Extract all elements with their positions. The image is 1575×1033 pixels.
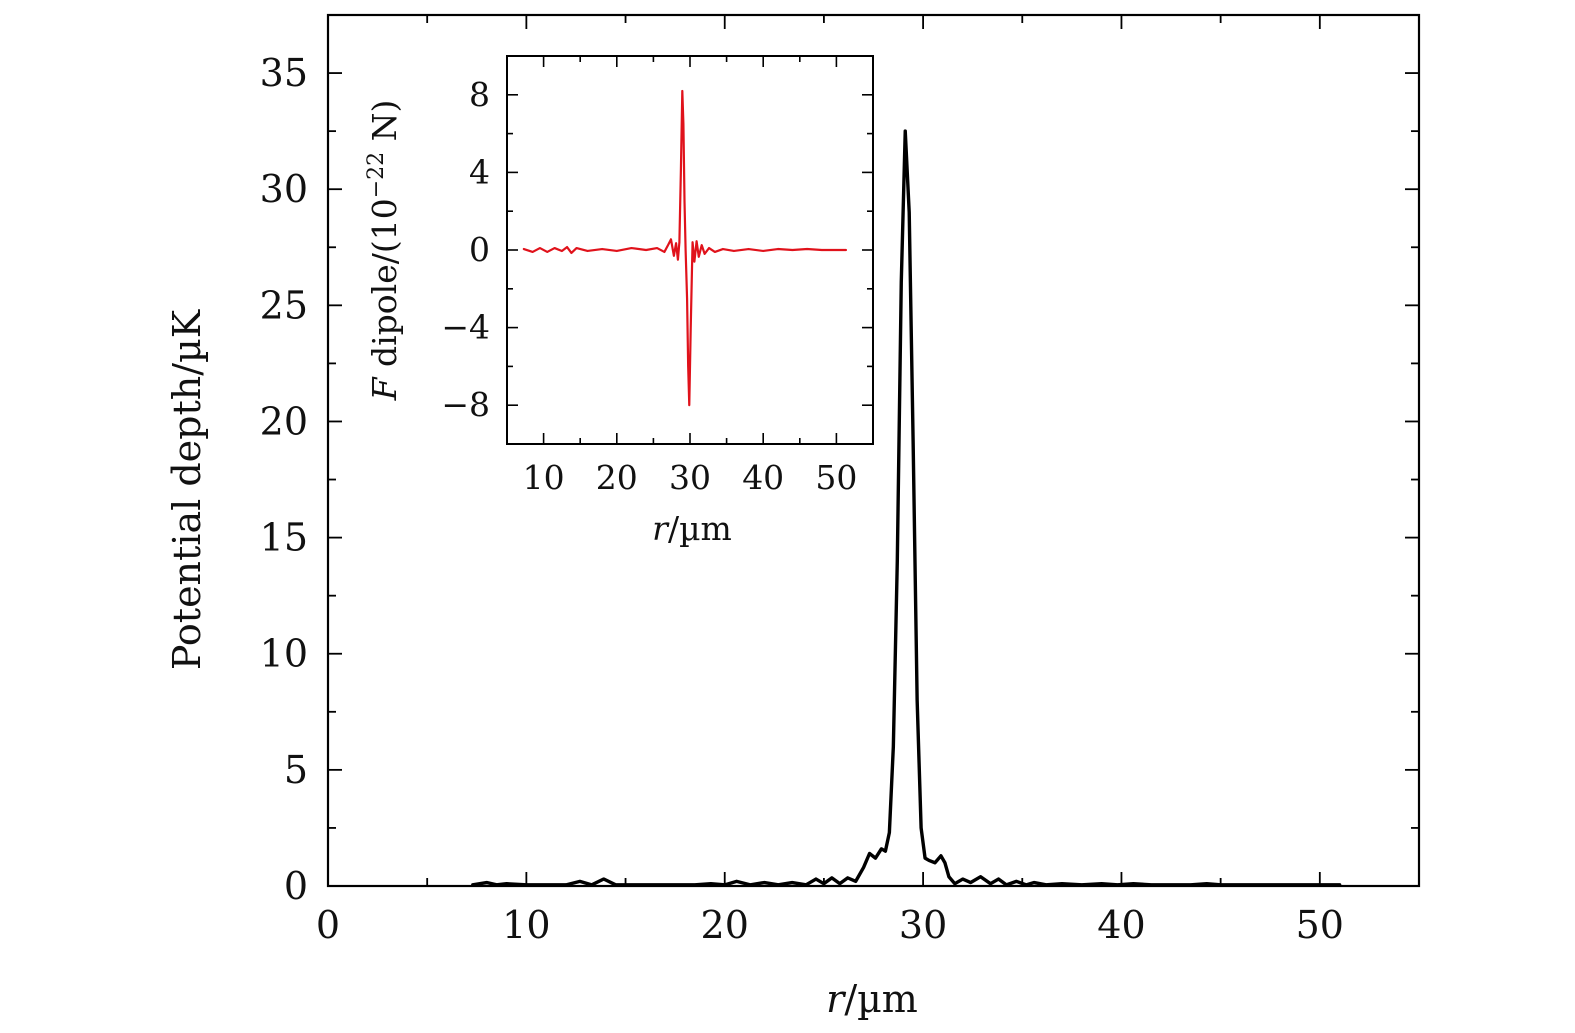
main-y-axis-title: Potential depth/µK — [165, 309, 209, 670]
inset-x-tick-label-20: 20 — [596, 458, 638, 497]
inset-y-tick-label-0: 0 — [469, 230, 490, 269]
inset-y-tick-label-4: 4 — [469, 152, 490, 191]
main-x-tick-label-10: 10 — [502, 903, 550, 947]
inset-y-axis-variable: F — [365, 376, 404, 401]
inset-chart: 10 20 30 40 50 −8 −4 0 4 8 F dipole/(10−22 N) r/µ… — [364, 55, 874, 548]
main-plot-frame — [326, 13, 1421, 888]
main-x-tick-label-30: 30 — [899, 903, 947, 947]
inset-x-tick-label-30: 30 — [669, 458, 711, 497]
inset-series-line — [522, 89, 848, 407]
inset-x-tick-label-50: 50 — [815, 458, 857, 497]
inset-ticks — [506, 55, 874, 445]
main-y-tick-label-15: 15 — [260, 516, 308, 560]
main-x-tick-label-40: 40 — [1097, 903, 1145, 947]
inset-y-tick-label-8: 8 — [469, 75, 490, 114]
inset-y-tick-label--8: −8 — [441, 385, 490, 424]
inset-x-axis-title: r/µm — [652, 509, 732, 548]
inset-x-axis-unit: /µm — [668, 509, 732, 548]
main-y-tick-label-35: 35 — [260, 51, 308, 95]
inset-y-axis-title: F dipole/(10−22 N) — [364, 100, 404, 402]
inset-y-axis-tail: N) — [365, 100, 404, 152]
main-y-tick-label-20: 20 — [260, 399, 308, 443]
main-y-tick-label-25: 25 — [260, 283, 308, 327]
inset-y-axis-exponent: −22 — [364, 152, 389, 198]
main-y-tick-label-10: 10 — [260, 632, 308, 676]
inset-tick-labels: 10 20 30 40 50 −8 −4 0 4 8 — [441, 75, 857, 497]
main-series-line — [471, 129, 1342, 887]
main-x-tick-label-50: 50 — [1296, 903, 1344, 947]
main-x-tick-label-20: 20 — [701, 903, 749, 947]
main-x-tick-label-0: 0 — [316, 903, 340, 947]
inset-y-tick-label--4: −4 — [441, 308, 490, 347]
main-y-tick-label-0: 0 — [284, 864, 308, 908]
inset-x-tick-label-10: 10 — [523, 458, 565, 497]
main-y-tick-label-30: 30 — [260, 167, 308, 211]
inset-y-axis-text: dipole/(10 — [365, 198, 404, 377]
inset-x-tick-label-40: 40 — [742, 458, 784, 497]
main-x-axis-unit: /µm — [844, 977, 918, 1021]
main-y-tick-label-5: 5 — [284, 748, 308, 792]
inset-x-axis-variable: r — [652, 509, 670, 548]
main-x-axis-title: r/µm — [826, 977, 918, 1021]
main-x-axis-variable: r — [826, 977, 847, 1021]
